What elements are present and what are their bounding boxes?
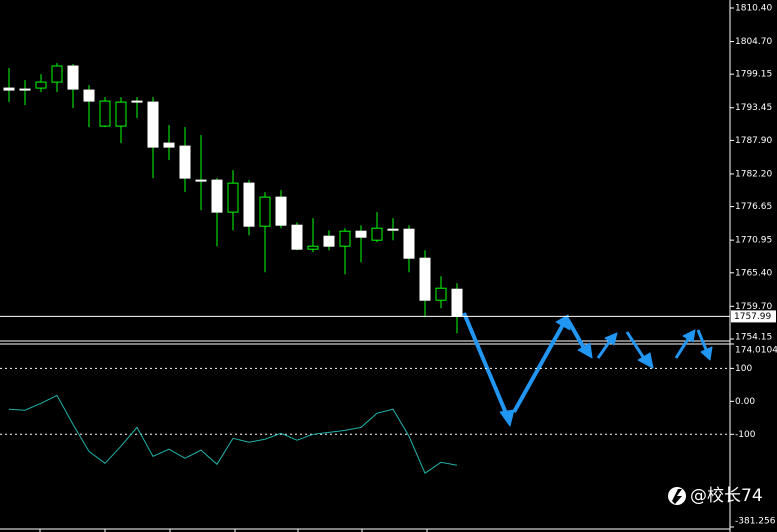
- candle-body: [3, 87, 15, 91]
- candle-body: [19, 88, 31, 91]
- y-tick-label: 1793.45: [735, 103, 772, 113]
- y-tick-label: 1770.95: [735, 236, 772, 246]
- candle-body: [179, 145, 191, 179]
- candle-body: [291, 224, 303, 250]
- y-tick-label: 1810.40: [735, 4, 772, 14]
- last-price-label: 1757.99: [734, 312, 771, 322]
- candle-body: [403, 228, 415, 259]
- candle-body: [195, 179, 207, 182]
- y-tick-label: 1754.15: [735, 333, 772, 343]
- y-tick-label: 1759.70: [735, 302, 772, 312]
- candle-body: [451, 288, 463, 317]
- candle-body: [147, 101, 159, 148]
- watermark: @校长74: [690, 486, 763, 506]
- last-price-box: [731, 310, 776, 323]
- candle-body: [227, 182, 239, 213]
- candle-body: [131, 100, 143, 103]
- candle-body: [435, 287, 447, 301]
- candle-body: [323, 235, 335, 247]
- indicator-line: [8, 394, 458, 474]
- y-tick-label: 1787.90: [735, 136, 772, 146]
- y-tick-label: 1799.15: [735, 70, 772, 80]
- y-tick-label: 1776.65: [735, 202, 772, 212]
- candle-body: [35, 81, 47, 89]
- y-tick-label: 1765.40: [735, 268, 772, 278]
- candle-body: [419, 257, 431, 301]
- candle-body: [67, 65, 79, 90]
- candle-body: [387, 228, 399, 231]
- watermark-logo: [668, 487, 686, 505]
- y-tick-label: -100: [735, 430, 756, 440]
- candle-body: [243, 182, 255, 227]
- y-tick-label: -381.256: [735, 517, 776, 527]
- y-tick-label: 174.0104: [735, 346, 777, 356]
- candle-body: [83, 89, 95, 102]
- candle-body: [307, 245, 319, 250]
- candle-body: [355, 230, 367, 238]
- candle-body: [211, 179, 223, 213]
- y-tick-label: 100: [735, 364, 752, 374]
- y-tick-label: 0.00: [735, 397, 755, 407]
- annotation-arrows: [462, 312, 713, 427]
- candle-body: [163, 142, 175, 148]
- candle-body: [275, 196, 287, 226]
- candle-body: [259, 196, 271, 227]
- candle-body: [99, 100, 111, 127]
- y-tick-label: 1804.70: [735, 37, 772, 47]
- candle-body: [371, 227, 383, 241]
- y-tick-label: 1782.20: [735, 169, 772, 179]
- candle-body: [115, 101, 127, 127]
- candle-body: [339, 230, 351, 247]
- candle-body: [51, 65, 63, 83]
